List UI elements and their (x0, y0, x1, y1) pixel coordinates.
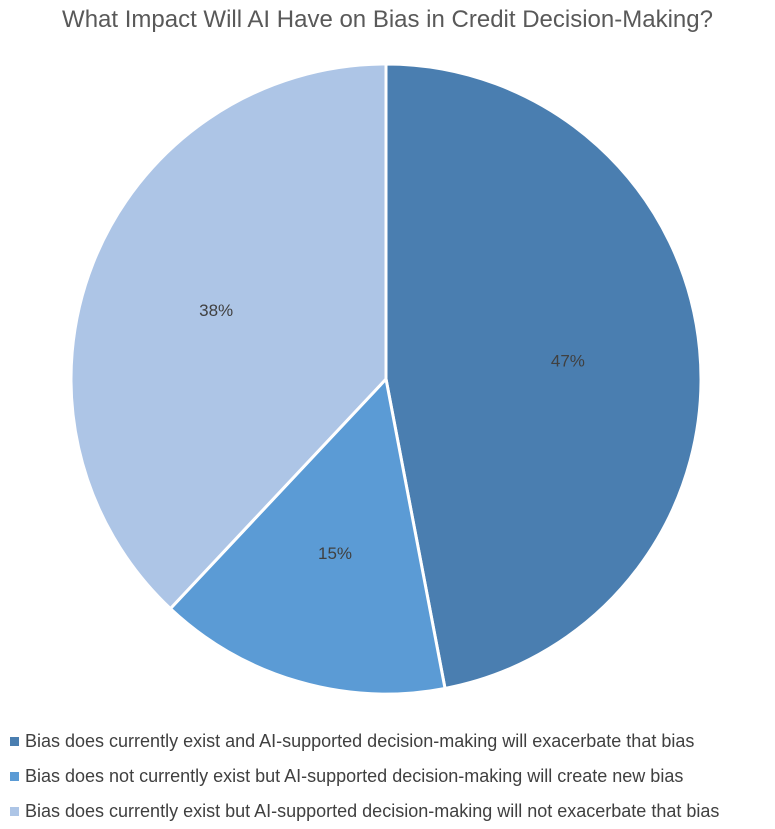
chart-title: What Impact Will AI Have on Bias in Cred… (62, 6, 713, 33)
legend-label: Bias does not currently exist but AI-sup… (25, 766, 684, 786)
pie-data-labels: 47% 15% 38% (199, 301, 585, 563)
pie-chart: 47% 15% 38% (69, 62, 703, 696)
pie-slice (69, 62, 388, 611)
slice-data-label: 15% (318, 544, 352, 563)
chart-legend: Bias does currently exist and AI-support… (10, 724, 719, 829)
legend-label: Bias does currently exist but AI-support… (25, 801, 720, 821)
pie-slice (384, 62, 703, 690)
slice-data-label: 47% (551, 351, 585, 370)
slice-data-label: 38% (199, 301, 233, 320)
legend-swatch (10, 807, 19, 816)
legend-swatch (10, 772, 19, 781)
legend-item: Bias does currently exist but AI-support… (10, 794, 719, 829)
legend-item: Bias does currently exist and AI-support… (10, 724, 719, 759)
legend-label: Bias does currently exist and AI-support… (25, 731, 695, 751)
legend-swatch (10, 737, 19, 746)
pie-slice (168, 377, 447, 696)
legend-item: Bias does not currently exist but AI-sup… (10, 759, 719, 794)
pie-slices (69, 62, 703, 696)
